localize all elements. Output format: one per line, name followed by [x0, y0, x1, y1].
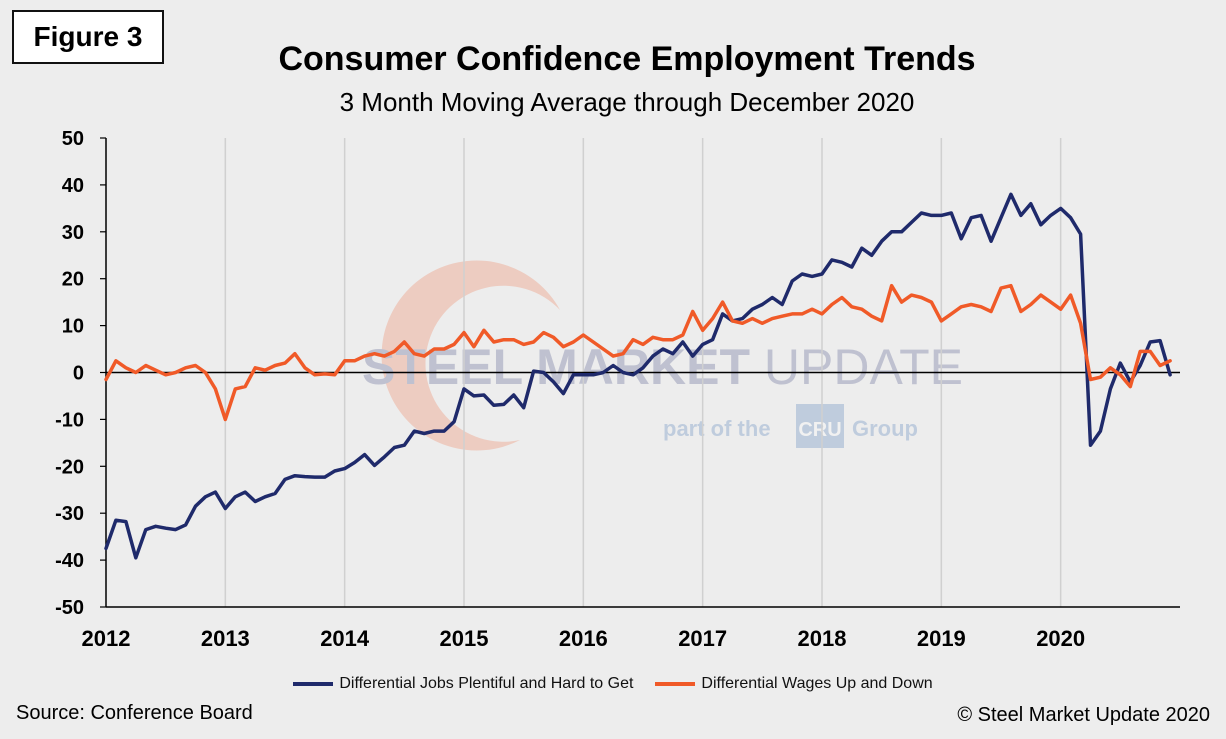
legend-swatch-wages [655, 682, 696, 686]
legend-item-wages: Differential Wages Up and Down [655, 675, 933, 693]
y-tick-label: -40 [55, 550, 84, 572]
y-tick-label: 20 [62, 269, 84, 291]
series-line-jobs [104, 192, 1172, 560]
y-tick-label: -10 [55, 409, 84, 431]
series-line-wages [104, 283, 1172, 422]
y-tick-label: -50 [55, 597, 84, 619]
watermark-tagline-logo: CRU [798, 419, 841, 441]
chart-subtitle: 3 Month Moving Average through December … [339, 87, 915, 117]
x-tick-label: 2015 [440, 626, 489, 651]
figure-label: Figure 3 [12, 10, 164, 64]
y-tick-label: 30 [62, 222, 84, 244]
y-tick-labels: 50 40 30 20 10 0 -10 -20 -30 -40 -50 [55, 128, 84, 619]
copyright-note: © Steel Market Update 2020 [957, 704, 1210, 726]
x-tick-label: 2012 [82, 626, 131, 651]
y-tick-label: -30 [55, 503, 84, 525]
svg-text:STEEL MARKET UPDATE: STEEL MARKET UPDATE [362, 339, 963, 395]
watermark: STEEL MARKET UPDATE part of the CRU Grou… [362, 260, 963, 451]
y-tick-label: 40 [62, 175, 84, 197]
cru-logo-icon [796, 404, 844, 448]
legend: Differential Jobs Plentiful and Hard to … [0, 675, 1226, 693]
x-tick-labels: 2012 2013 2014 2015 2016 2017 2018 2019 2020 [82, 626, 1086, 651]
legend-swatch-jobs [293, 682, 334, 686]
x-tick-label: 2020 [1036, 626, 1085, 651]
y-tick-label: 10 [62, 316, 84, 338]
x-tick-label: 2017 [678, 626, 727, 651]
watermark-brand-light: UPDATE [764, 339, 963, 395]
x-tick-label: 2014 [320, 626, 370, 651]
legend-item-jobs: Differential Jobs Plentiful and Hard to … [293, 675, 633, 693]
watermark-tagline-pre: part of the [663, 416, 771, 441]
legend-label-wages: Differential Wages Up and Down [701, 675, 933, 692]
x-tick-label: 2013 [201, 626, 250, 651]
x-tick-label: 2019 [917, 626, 966, 651]
chart-title: Consumer Confidence Employment Trends [278, 40, 976, 78]
x-tick-label: 2016 [559, 626, 608, 651]
axes [100, 137, 1180, 608]
y-tick-label: 0 [73, 363, 84, 385]
source-note: Source: Conference Board [16, 702, 253, 724]
x-tick-label: 2018 [798, 626, 847, 651]
legend-label-jobs: Differential Jobs Plentiful and Hard to … [339, 675, 634, 692]
watermark-swoosh-icon [381, 260, 560, 451]
y-tick-label: 50 [62, 128, 84, 150]
y-tick-label: -20 [55, 456, 84, 478]
watermark-tagline-post: Group [852, 416, 918, 441]
series-lines [104, 192, 1172, 560]
